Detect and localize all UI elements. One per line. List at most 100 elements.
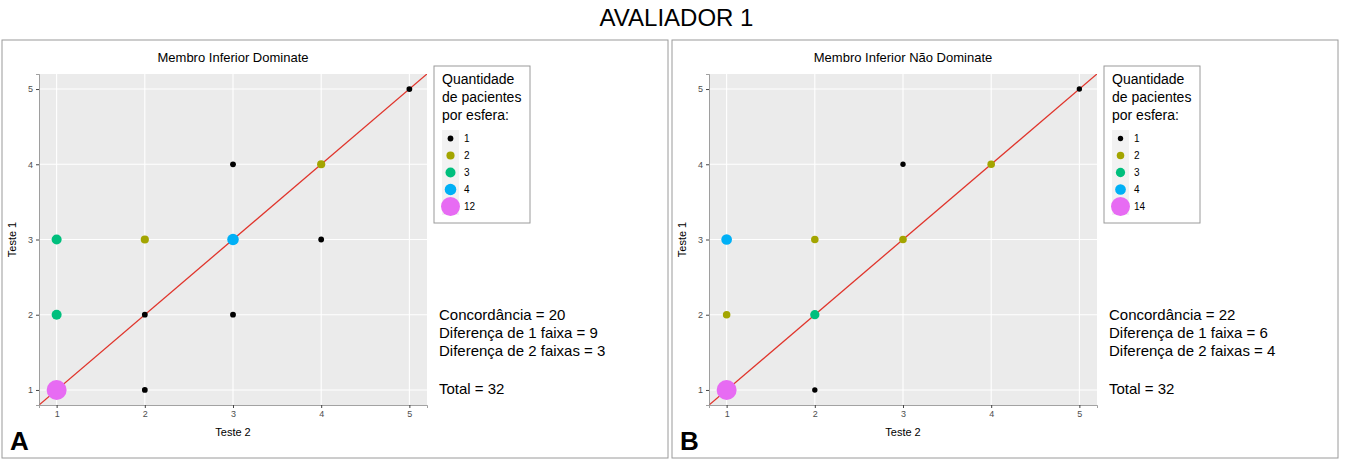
tick-label: 2 (143, 409, 148, 419)
tick: 1 (698, 385, 709, 395)
legend-title: Quantidade (442, 71, 515, 87)
tick-label: 5 (698, 84, 703, 94)
tick: 4 (28, 160, 39, 170)
tick: 5 (1077, 405, 1082, 419)
legend-label: 2 (464, 150, 470, 161)
y-axis: 1 2 3 4 5 (28, 75, 40, 406)
point (142, 387, 148, 393)
tick-mark (815, 405, 816, 408)
y-axis-title: Teste 1 (676, 222, 688, 257)
legend-key (1112, 164, 1129, 181)
tick: 1 (725, 405, 730, 419)
x-axis: 12345 (40, 405, 428, 419)
annotation: Total = 32 (439, 380, 504, 397)
tick: 4 (989, 405, 994, 419)
legend-title: por esfera: (1112, 107, 1179, 123)
annotation: Concordância = 20 (439, 306, 565, 323)
legend-box (434, 66, 530, 223)
tick-label: 2 (698, 310, 703, 320)
tick-label: 4 (319, 409, 324, 419)
tick-mark (36, 164, 39, 165)
tick-mark (706, 390, 709, 391)
tick-mark (706, 89, 709, 90)
tick: 1 (28, 385, 39, 395)
legend-label: 3 (1134, 167, 1140, 178)
chart-title: Membro Inferior Não Dominate (814, 50, 992, 65)
point (230, 312, 236, 318)
legend-title: Quantidade (1112, 71, 1185, 87)
point (723, 311, 731, 319)
tick-label: 3 (698, 235, 703, 245)
legend-label: 2 (1134, 150, 1140, 161)
point (317, 160, 325, 168)
panel-letter: B (680, 426, 699, 456)
tick: 2 (813, 405, 818, 419)
legend-marker (445, 184, 457, 196)
axis-line (40, 406, 428, 409)
y-axis-title: Teste 1 (6, 222, 18, 257)
point (987, 160, 995, 168)
tick-label: 1 (698, 385, 703, 395)
grid-line-y (709, 88, 1097, 89)
tick-label: 4 (698, 160, 703, 170)
legend-key (442, 147, 459, 164)
point (47, 380, 67, 400)
legend-label: 4 (1134, 184, 1140, 195)
annotation: Total = 32 (1109, 380, 1174, 397)
point (230, 161, 236, 167)
legend: Quantidadede pacientespor esfera:123414 (1104, 66, 1200, 223)
tick-label: 2 (813, 409, 818, 419)
tick-label: 4 (28, 160, 33, 170)
tick-label: 3 (231, 409, 236, 419)
axis-line (706, 75, 710, 406)
grid (709, 74, 1097, 405)
tick-label: 3 (28, 235, 33, 245)
legend-key (1112, 130, 1129, 147)
identity-line (709, 74, 1097, 405)
tick-label: 1 (725, 409, 730, 419)
tick: 2 (143, 405, 148, 419)
panel: 1234512345Teste 2Teste 1Membro Inferior … (2, 40, 668, 458)
legend-marker (1116, 168, 1125, 177)
legend-box (1104, 66, 1200, 223)
legend-key (442, 198, 459, 215)
tick-mark (233, 405, 234, 408)
tick: 4 (319, 405, 324, 419)
panel: 1234512345Teste 2Teste 1Membro Inferior … (672, 40, 1338, 458)
legend-title: de pacientes (1112, 89, 1191, 105)
legend-marker (1111, 197, 1130, 216)
legend-label: 3 (464, 167, 470, 178)
point (1077, 86, 1082, 91)
legend-label: 1 (1134, 133, 1140, 144)
tick: 3 (901, 405, 906, 419)
point (141, 235, 149, 243)
tick-label: 2 (28, 310, 33, 320)
plot-area (39, 74, 427, 405)
point (52, 310, 62, 320)
tick-label: 5 (1077, 409, 1082, 419)
legend-key (1112, 181, 1129, 198)
legend-label: 12 (464, 201, 476, 212)
tick: 5 (698, 84, 709, 94)
legend-marker (446, 168, 456, 178)
tick-label: 5 (28, 84, 33, 94)
identity-line (39, 74, 427, 405)
legend-key (1112, 198, 1129, 215)
legend: Quantidadede pacientespor esfera:123412 (434, 66, 530, 223)
legend-label: 4 (464, 184, 470, 195)
legend-label: 1 (464, 133, 470, 144)
axis-line (36, 75, 40, 406)
tick-mark (727, 405, 728, 408)
point (810, 310, 819, 319)
tick: 2 (698, 310, 709, 320)
tick: 2 (28, 310, 39, 320)
legend-key (442, 181, 459, 198)
tick-mark (706, 240, 709, 241)
tick-mark (991, 405, 992, 408)
legend-title: por esfera: (442, 107, 509, 123)
panel-letter: A (10, 426, 29, 456)
legend-key (442, 130, 459, 147)
legend-marker (446, 151, 454, 159)
point (142, 312, 148, 318)
grid (39, 74, 427, 405)
